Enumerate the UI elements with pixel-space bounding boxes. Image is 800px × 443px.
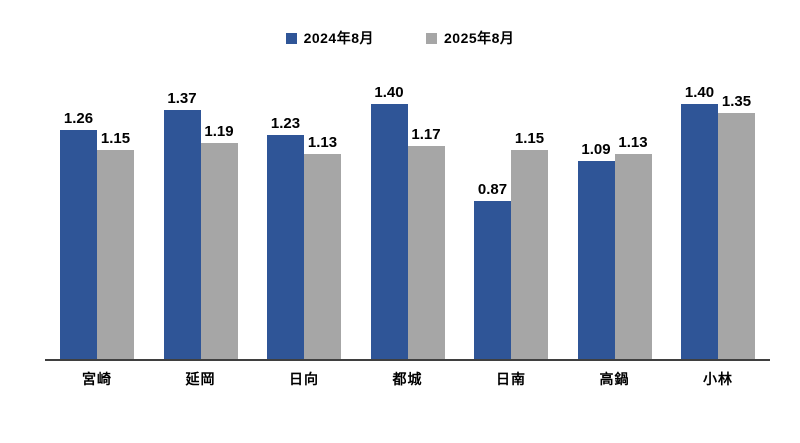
legend-item-2025: 2025年8月 — [426, 28, 514, 48]
bar-column: 1.26 — [60, 111, 97, 360]
x-axis-label-日南: 日南 — [496, 371, 526, 387]
legend-item-2024: 2024年8月 — [285, 28, 374, 48]
plot-area: 1.26 1.15 1.37 1.19 1.23 1.13 1.40 1.17 0.87 1.15… — [45, 84, 770, 360]
x-axis-labels: 宮崎 延岡 日向 都城 日南 高鍋 小林 — [45, 369, 770, 389]
bar-2024年8月-高鍋 — [577, 161, 615, 360]
bar-2024年8月-小林 — [681, 104, 718, 360]
bar-group-小林: 1.40 1.35 — [681, 85, 755, 360]
x-axis-label-小林: 小林 — [703, 371, 733, 387]
bar-value-label: 0.87 — [477, 181, 508, 198]
bar-2025年8月-高鍋 — [614, 154, 652, 360]
bar-2025年8月-都城 — [407, 146, 445, 360]
bar-2024年8月-日南 — [474, 201, 511, 360]
bar-column: 1.40 — [681, 85, 718, 360]
legend-swatch-2024-icon — [285, 32, 297, 44]
bar-column: 1.13 — [614, 134, 652, 360]
bar-group-日南: 0.87 1.15 — [474, 86, 548, 360]
bar-value-label: 1.17 — [411, 126, 441, 143]
x-axis-label-日向: 日向 — [289, 371, 319, 387]
bar-column: 1.15 — [511, 131, 548, 360]
bar-value-label: 1.40 — [684, 84, 715, 101]
bar-2025年8月-日南 — [511, 150, 548, 360]
bar-value-label: 1.40 — [374, 84, 404, 101]
bar-column: 1.13 — [304, 135, 341, 360]
bar-group-宮崎: 1.26 1.15 — [60, 86, 134, 360]
legend-swatch-2025-icon — [426, 32, 437, 44]
bar-value-label: 1.15 — [514, 130, 545, 147]
legend-label-2024: 2024年8月 — [303, 30, 374, 46]
bar-column: 1.35 — [718, 94, 755, 360]
bar-column: 1.17 — [407, 126, 445, 360]
bar-2024年8月-延岡 — [163, 110, 201, 360]
bar-column: 1.40 — [370, 84, 408, 360]
x-axis-label-宮崎: 宮崎 — [82, 371, 112, 387]
bar-2025年8月-宮崎 — [97, 150, 134, 360]
x-axis-label-延岡: 延岡 — [185, 371, 216, 387]
bar-column: 1.37 — [163, 90, 201, 360]
bar-column: 1.19 — [200, 123, 238, 360]
bar-group-都城: 1.40 1.17 — [370, 84, 445, 360]
bar-2025年8月-小林 — [718, 113, 755, 360]
bar-2024年8月-都城 — [370, 104, 408, 360]
bar-group-日向: 1.23 1.13 — [267, 86, 341, 360]
x-axis-label-高鍋: 高鍋 — [599, 371, 630, 387]
bar-value-label: 1.35 — [721, 93, 752, 110]
bar-2024年8月-宮崎 — [60, 130, 97, 360]
x-axis-line — [45, 359, 770, 361]
bar-2024年8月-日向 — [267, 135, 304, 360]
bar-value-label: 1.15 — [100, 130, 131, 147]
bar-value-label: 1.13 — [618, 134, 648, 151]
bar-value-label: 1.19 — [204, 123, 234, 140]
chart-legend: 2024年8月 2025年8月 — [0, 28, 800, 48]
bar-value-label: 1.26 — [63, 110, 94, 127]
bar-value-label: 1.37 — [167, 90, 197, 107]
bar-value-label: 1.23 — [270, 115, 301, 132]
bar-group-延岡: 1.37 1.19 — [163, 86, 238, 360]
bar-group-高鍋: 1.09 1.13 — [577, 86, 652, 360]
bar-column: 1.15 — [97, 131, 134, 360]
bar-2025年8月-日向 — [304, 154, 341, 360]
bar-column: 1.23 — [267, 116, 304, 360]
legend-label-2025: 2025年8月 — [444, 30, 515, 46]
bar-2025年8月-延岡 — [200, 143, 238, 360]
x-axis-label-都城: 都城 — [392, 371, 423, 387]
bar-value-label: 1.13 — [307, 134, 338, 151]
bar-column: 1.09 — [577, 141, 615, 360]
bar-value-label: 1.09 — [581, 141, 611, 158]
bar-column: 0.87 — [474, 182, 511, 360]
